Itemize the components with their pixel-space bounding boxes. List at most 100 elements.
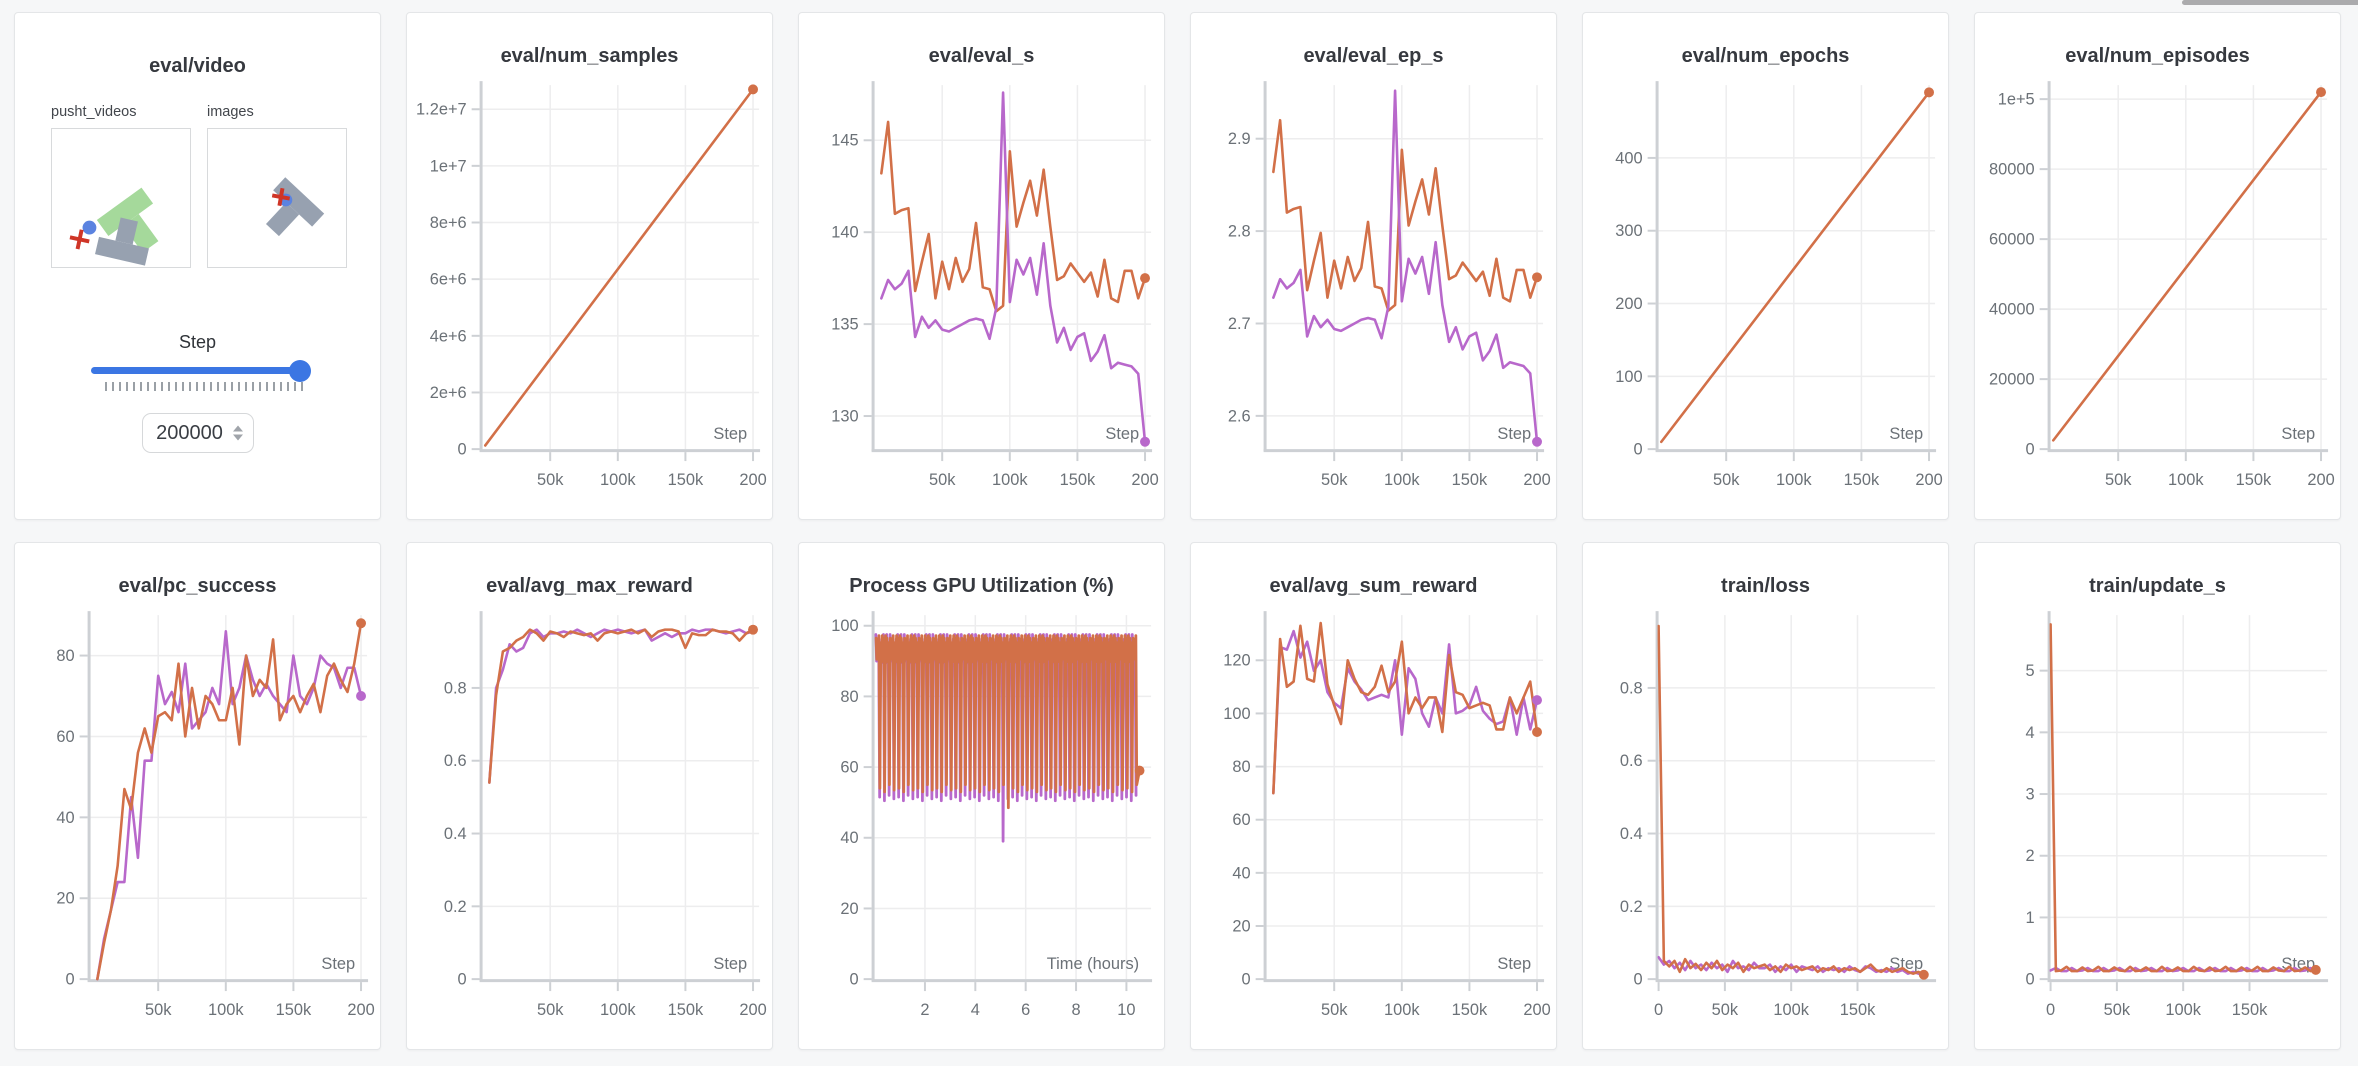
- svg-text:Step: Step: [713, 955, 747, 973]
- svg-text:150k: 150k: [2232, 1001, 2268, 1019]
- svg-text:Time (hours): Time (hours): [1047, 955, 1139, 973]
- agent-dot-icon: [82, 220, 97, 235]
- svg-text:Step: Step: [321, 955, 355, 973]
- chart-canvas-eval-num-samples[interactable]: 0 2e+6 4e+6 6e+6 8e+6 1e+7 1.2e+7 50k 100k 150k 20…: [407, 70, 772, 510]
- svg-text:6: 6: [1021, 1001, 1030, 1019]
- svg-text:150k: 150k: [1844, 471, 1880, 489]
- svg-text:0: 0: [1634, 971, 1643, 989]
- stepper-arrows[interactable]: [232, 425, 243, 441]
- step-value-input[interactable]: [141, 413, 254, 453]
- svg-text:80: 80: [56, 647, 74, 665]
- step-input-wrap: [141, 413, 254, 453]
- chart-canvas-eval-eval-ep-s[interactable]: 2.6 2.7 2.8 2.9 50k 100k 150k 200 Step: [1191, 70, 1556, 510]
- chart-canvas-gpu-utilization[interactable]: 0 20 40 60 80 100 2 4 6 8 10 Time (hours): [799, 600, 1164, 1040]
- panel-grid: eval/video pusht_videos: [14, 12, 2341, 1050]
- svg-text:2: 2: [920, 1001, 929, 1019]
- step-increment-icon[interactable]: [232, 425, 243, 432]
- panel-gpu-utilization[interactable]: Process GPU Utilization (%) 0 20 40 60 80 100…: [798, 542, 1165, 1050]
- svg-text:10: 10: [1117, 1001, 1135, 1019]
- svg-text:60: 60: [56, 728, 74, 746]
- svg-text:100k: 100k: [208, 1001, 244, 1019]
- svg-text:0.2: 0.2: [444, 898, 467, 916]
- svg-text:2e+6: 2e+6: [430, 384, 467, 402]
- svg-text:150k: 150k: [1452, 471, 1488, 489]
- svg-text:20: 20: [1232, 917, 1250, 935]
- svg-text:0: 0: [458, 971, 467, 989]
- svg-text:0: 0: [1634, 441, 1643, 459]
- chart-canvas-eval-num-epochs[interactable]: 0 100 200 300 400 50k 100k 150k 200 Step: [1583, 70, 1948, 510]
- chart-canvas-eval-eval-s[interactable]: 130 135 140 145 50k 100k 150k 200 Step: [799, 70, 1164, 510]
- chart-title: train/loss: [1721, 575, 1810, 597]
- svg-text:40: 40: [840, 829, 858, 847]
- svg-text:20000: 20000: [1989, 371, 2035, 389]
- panel-eval-eval-s[interactable]: eval/eval_s 130 135 140 145 50k 100k 150k 200 St…: [798, 12, 1165, 520]
- svg-text:150k: 150k: [2236, 471, 2272, 489]
- slider-handle[interactable]: [288, 359, 311, 382]
- svg-text:100: 100: [831, 617, 858, 635]
- slider-track[interactable]: [90, 359, 311, 382]
- chart-canvas-eval-avg-max-reward[interactable]: 0 0.2 0.4 0.6 0.8 50k 100k 150k 200 Step: [407, 600, 772, 1040]
- svg-text:Step: Step: [713, 425, 747, 443]
- video-thumb-pusht-videos[interactable]: [51, 128, 191, 268]
- svg-text:40: 40: [56, 809, 74, 827]
- svg-text:1e+5: 1e+5: [1998, 91, 2035, 109]
- svg-text:40000: 40000: [1989, 301, 2035, 319]
- svg-text:5: 5: [2026, 662, 2035, 680]
- panel-eval-pc-success[interactable]: eval/pc_success 0 20 40 60 80 50k 100k 150k 200 S…: [14, 542, 381, 1050]
- panel-eval-avg-max-reward[interactable]: eval/avg_max_reward 0 0.2 0.4 0.6 0.8 50k 100k…: [406, 542, 773, 1050]
- svg-text:100k: 100k: [2165, 1001, 2201, 1019]
- chart-canvas-eval-num-episodes[interactable]: 0 20000 40000 60000 80000 1e+5 50k 100k 150k 200 S…: [1975, 70, 2340, 510]
- svg-text:4e+6: 4e+6: [430, 327, 467, 345]
- chart-title: eval/avg_sum_reward: [1269, 575, 1478, 597]
- chart-canvas-eval-pc-success[interactable]: 0 20 40 60 80 50k 100k 150k 200 Step: [15, 600, 380, 1040]
- video-thumb-row: pusht_videos: [15, 104, 380, 268]
- panel-eval-eval-ep-s[interactable]: eval/eval_ep_s 2.6 2.7 2.8 2.9 50k 100k 150k 20…: [1190, 12, 1557, 520]
- svg-text:50k: 50k: [2104, 1001, 2131, 1019]
- panel-train-loss[interactable]: train/loss 0 0.2 0.4 0.6 0.8 0 50k 100k 150k Step: [1582, 542, 1949, 1050]
- chart-title: eval/num_episodes: [2065, 45, 2250, 67]
- svg-text:200: 200: [1523, 471, 1550, 489]
- svg-text:200: 200: [1523, 1001, 1550, 1019]
- svg-text:0.6: 0.6: [444, 752, 467, 770]
- svg-text:40: 40: [1232, 864, 1250, 882]
- svg-text:0.4: 0.4: [1620, 825, 1643, 843]
- panel-eval-video[interactable]: eval/video pusht_videos: [14, 12, 381, 520]
- images-scene-icon: [265, 177, 325, 237]
- panel-train-update-s[interactable]: train/update_s 0 1 2 3 4 5 0 50k 100k 150k Step: [1974, 542, 2341, 1050]
- svg-text:100k: 100k: [600, 1001, 636, 1019]
- svg-text:145: 145: [831, 132, 858, 150]
- svg-text:20: 20: [56, 890, 74, 908]
- panel-eval-num-samples[interactable]: eval/num_samples 0 2e+6 4e+6 6e+6 8e+6 1e+7 1.…: [406, 12, 773, 520]
- svg-text:0: 0: [2026, 971, 2035, 989]
- svg-text:2.6: 2.6: [1228, 407, 1251, 425]
- svg-text:0: 0: [850, 971, 859, 989]
- svg-text:100k: 100k: [600, 471, 636, 489]
- panel-eval-num-episodes[interactable]: eval/num_episodes 0 20000 40000 60000 80000 1…: [1974, 12, 2341, 520]
- svg-text:0: 0: [458, 441, 467, 459]
- svg-text:200: 200: [1131, 471, 1158, 489]
- svg-text:60: 60: [840, 759, 858, 777]
- panel-eval-num-epochs[interactable]: eval/num_epochs 0 100 200 300 400 50k 100k 150k…: [1582, 12, 1949, 520]
- svg-text:1: 1: [2026, 909, 2035, 927]
- svg-text:120: 120: [1223, 652, 1250, 670]
- svg-text:2.8: 2.8: [1228, 223, 1251, 241]
- svg-text:200: 200: [739, 1001, 766, 1019]
- svg-text:400: 400: [1615, 149, 1642, 167]
- svg-text:60000: 60000: [1989, 231, 2035, 249]
- video-thumb-label-images: images: [207, 104, 254, 120]
- svg-text:50k: 50k: [1321, 1001, 1348, 1019]
- step-decrement-icon[interactable]: [232, 434, 243, 441]
- chart-title: eval/eval_ep_s: [1303, 45, 1444, 67]
- chart-title: eval/num_samples: [500, 45, 679, 67]
- svg-text:4: 4: [2026, 724, 2035, 742]
- panel-eval-avg-sum-reward[interactable]: eval/avg_sum_reward 0 20 40 60 80 100 120 50k 10…: [1190, 542, 1557, 1050]
- video-thumb-images[interactable]: [207, 128, 347, 268]
- svg-text:3: 3: [2026, 786, 2035, 804]
- pusht-scene-icon: [69, 187, 159, 266]
- step-slider[interactable]: [90, 359, 311, 391]
- chart-canvas-eval-avg-sum-reward[interactable]: 0 20 40 60 80 100 120 50k 100k 150k 200 Step: [1191, 600, 1556, 1040]
- horizontal-scrollbar[interactable]: [2182, 0, 2358, 5]
- svg-text:0.2: 0.2: [1620, 898, 1643, 916]
